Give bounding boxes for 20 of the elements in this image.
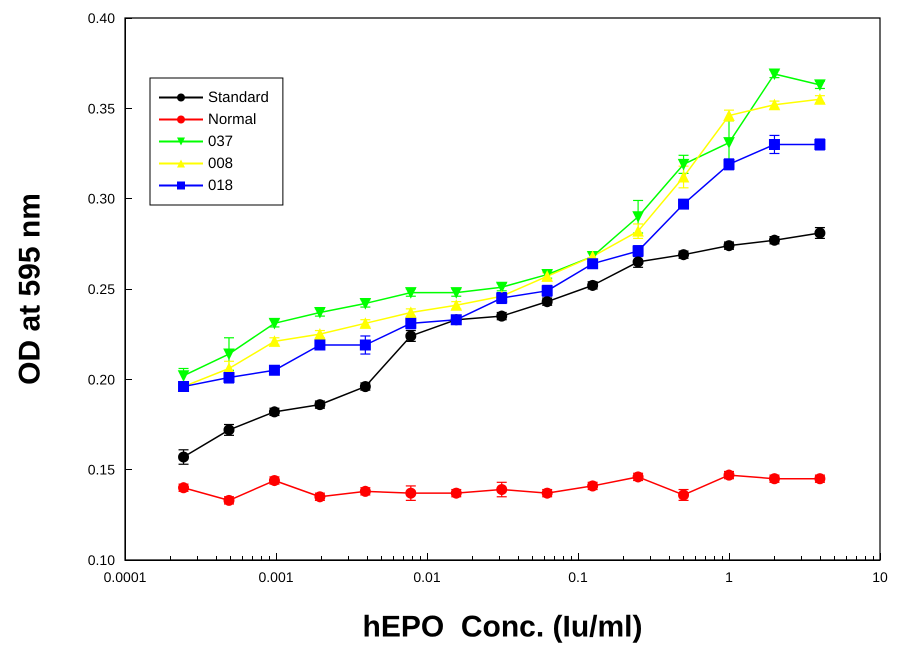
x-tick-label: 0.1 [568,569,588,585]
y-tick-label: 0.35 [88,100,116,116]
legend-label: 037 [208,133,234,150]
y-tick-label: 0.40 [88,10,116,26]
x-tick-label: 0.0001 [104,569,147,585]
y-tick-label: 0.30 [88,190,116,207]
legend-label: 018 [208,177,234,194]
legend-label: 008 [208,155,234,172]
y-tick-label: 0.10 [88,552,116,568]
x-tick-label: 1 [725,569,734,585]
x-tick-label: 0.01 [413,569,441,585]
legend-label: Standard [208,89,269,106]
y-tick-label: 0.20 [88,371,116,388]
y-axis-title: OD at 595 nm [14,193,46,385]
y-tick-label: 0.25 [88,281,116,297]
x-tick-label: 0.001 [258,569,294,585]
x-axis-title: hEPO Conc. (Iu/ml) [362,610,643,644]
y-tick-label: 0.15 [88,462,116,478]
x-tick-label: 10 [872,569,888,585]
legend-label: Normal [208,111,256,128]
